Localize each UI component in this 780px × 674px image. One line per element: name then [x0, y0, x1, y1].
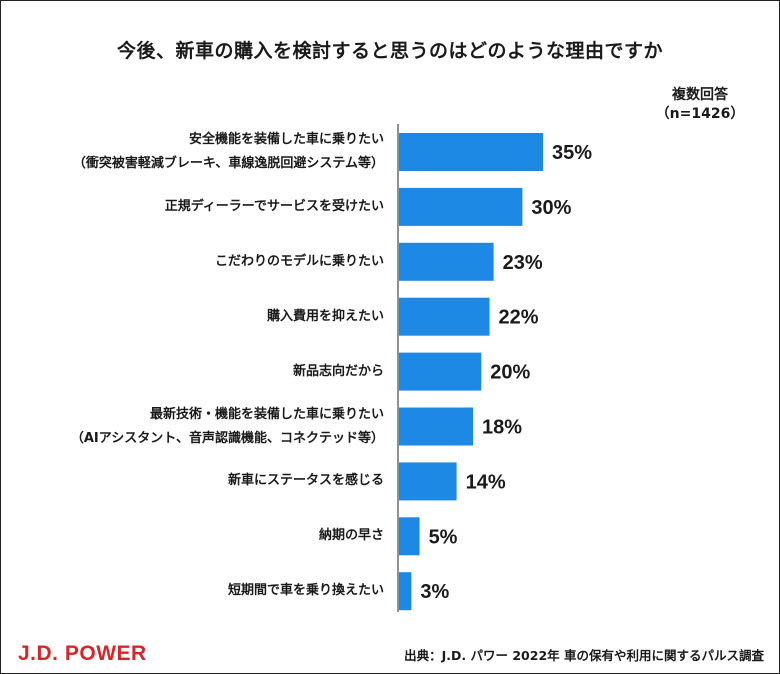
data-label: 23% [503, 252, 543, 274]
bar [399, 462, 457, 501]
category-label-line: 購入費用を抑えたい [266, 308, 384, 324]
jd-power-logo: J.D. POWER [18, 642, 147, 665]
response-note: 複数回答 （n=1426） [640, 86, 760, 124]
category-label: 新車にステータスを感じる [44, 469, 384, 493]
category-label-line: 新車にステータスを感じる [227, 473, 384, 489]
category-label-line: 正規ディーラーでサービスを受けたい [164, 198, 384, 214]
category-label-line: 短期間で車を乗り換えたい [227, 583, 384, 599]
category-label-line: （AIアシスタント、音声認識機能、コネクテッド等） [70, 430, 384, 446]
data-label: 20% [490, 362, 530, 384]
bar [399, 133, 543, 171]
bar [399, 572, 412, 611]
data-label: 22% [499, 307, 539, 329]
category-label: 最新技術・機能を装備した車に乗りたい （AIアシスタント、音声認識機能、コネクテッ… [44, 403, 384, 451]
category-label-line: （衝突被害軽減ブレーキ、車線逸脱回避システム等） [72, 156, 384, 171]
data-label: 30% [531, 197, 571, 219]
bar [399, 517, 420, 556]
category-label: 短期間で車を乗り換えたい [44, 579, 384, 603]
category-label: 安全機能を装備した車に乗りたい （衝突被害軽減ブレーキ、車線逸脱回避システム等） [44, 128, 384, 176]
sample-size-label: （n=1426） [655, 106, 745, 122]
category-label: 購入費用を抑えたい [44, 305, 384, 329]
category-label: 新品志向だから [44, 360, 384, 384]
category-label-line: 安全機能を装備した車に乗りたい [188, 132, 384, 147]
category-label: こだわりのモデルに乗りたい [44, 250, 384, 274]
bar [399, 242, 494, 281]
data-label: 5% [429, 526, 458, 548]
source-note: 出典：J.D. パワー 2022年 車の保有や利用に関するパルス調査 [404, 648, 764, 663]
multiple-answer-label: 複数回答 [672, 87, 728, 103]
bar [399, 187, 523, 226]
data-label: 35% [552, 142, 592, 164]
category-label: 納期の早さ [44, 524, 384, 548]
bar [399, 407, 474, 446]
data-label: 3% [420, 581, 449, 603]
category-label: 正規ディーラーでサービスを受けたい [44, 195, 384, 219]
chart-title: 今後、新車の購入を検討すると思うのはどのような理由ですか [116, 40, 663, 62]
data-label: 14% [466, 471, 506, 493]
category-label-line: こだわりのモデルに乗りたい [214, 253, 384, 269]
category-label-line: 最新技術・機能を装備した車に乗りたい [149, 406, 384, 422]
data-label: 18% [482, 417, 522, 439]
category-label-line: 納期の早さ [318, 528, 384, 544]
category-label-line: 新品志向だから [292, 363, 384, 379]
bar [399, 297, 490, 336]
bar [399, 352, 482, 391]
